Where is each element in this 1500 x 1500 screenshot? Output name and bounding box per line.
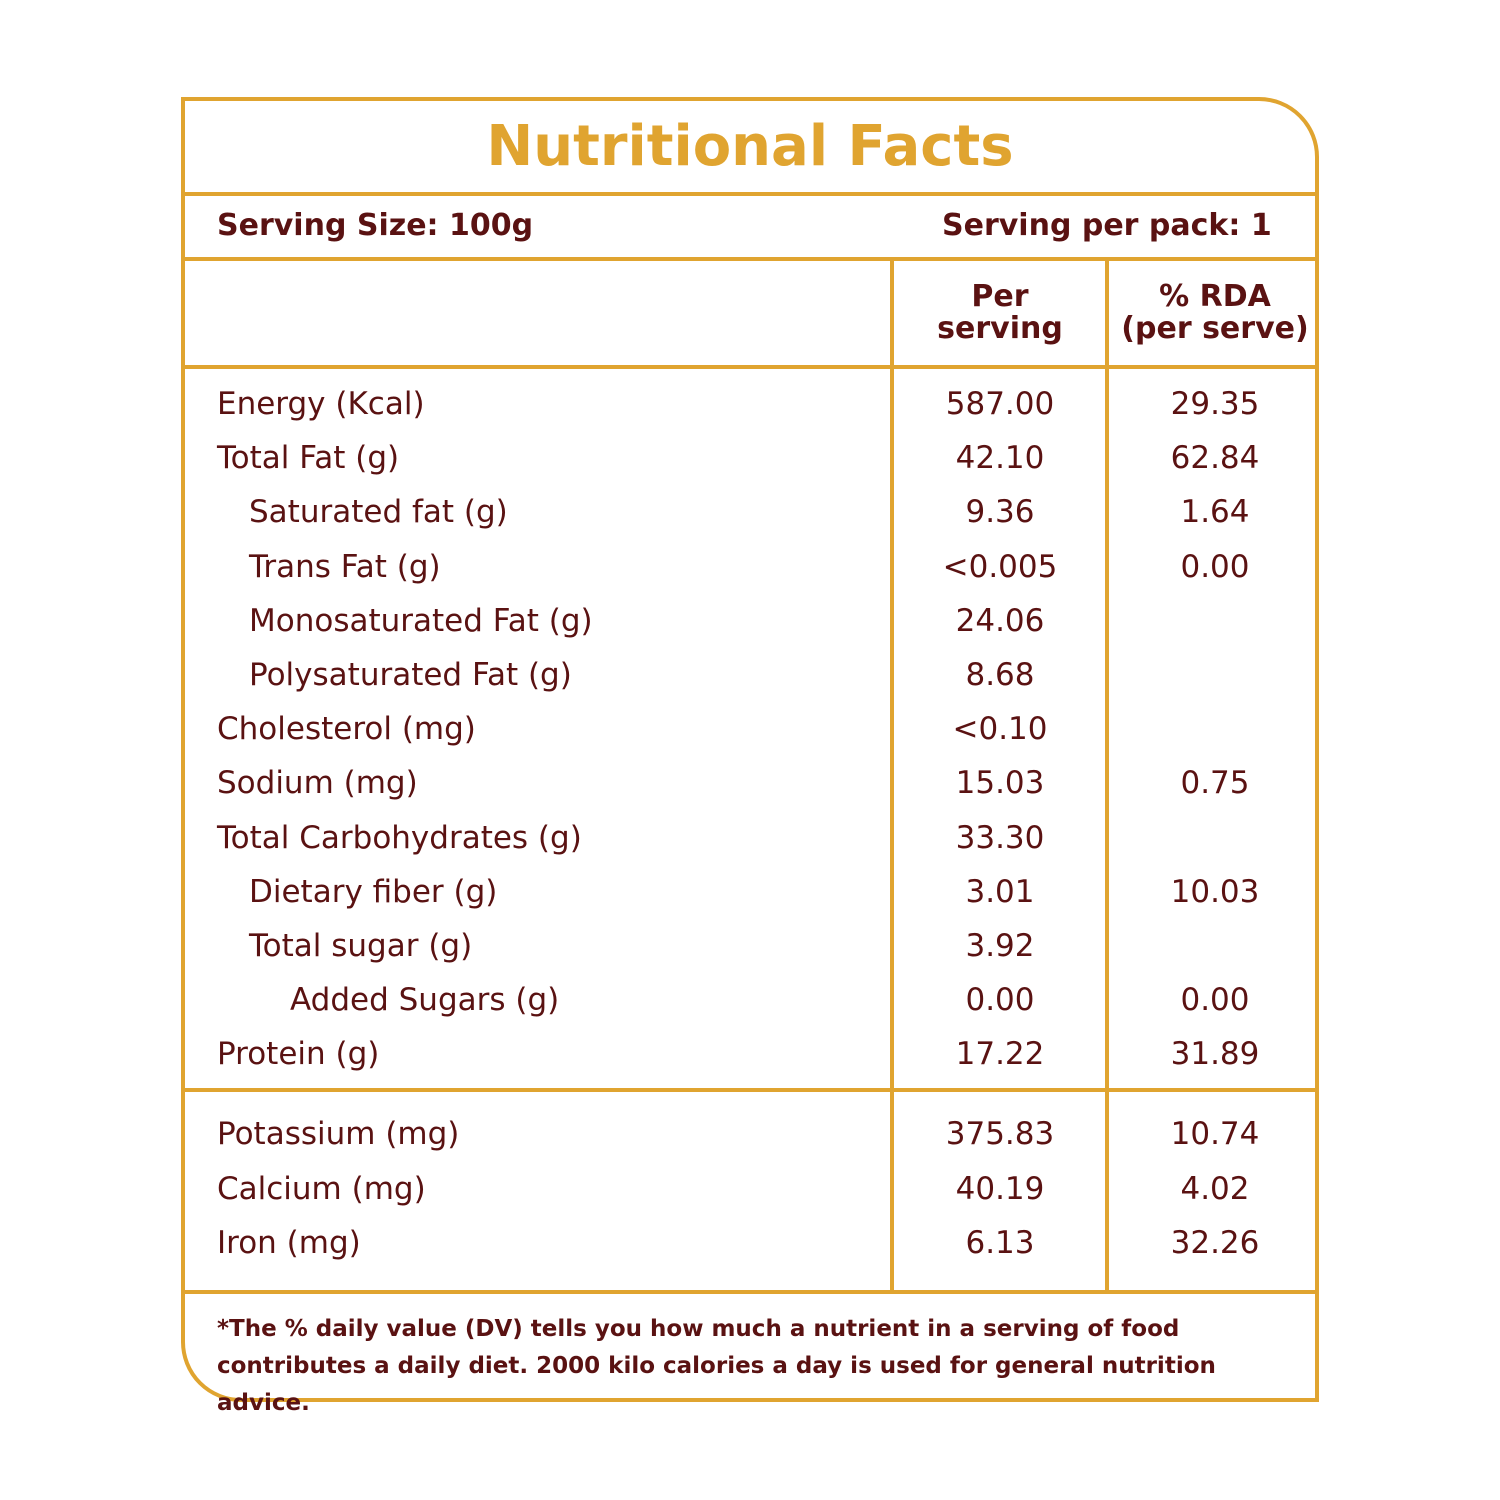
rda-value: 0.00 — [1180, 982, 1250, 1019]
nutrient-label: Energy (Kcal) — [217, 386, 425, 422]
nutrient-label: Potassium (mg) — [217, 1116, 460, 1152]
nutrient-label: Protein (g) — [217, 1036, 380, 1073]
table-row: Dietary fiber (g) 3.01 10.03 — [185, 874, 1315, 928]
per-serving-value: 9.36 — [965, 494, 1035, 531]
rda-value: 32.26 — [1170, 1225, 1260, 1261]
per-serving-value: 17.22 — [955, 1036, 1045, 1073]
panel-title: Nutritional Facts — [486, 114, 1014, 179]
per-serving-value: 375.83 — [945, 1116, 1055, 1152]
rda-value: 10.74 — [1170, 1116, 1260, 1152]
header-divider — [185, 365, 1315, 369]
nutrient-label: Total sugar (g) — [249, 928, 473, 964]
table-row: Total sugar (g) 3.92 — [185, 928, 1315, 982]
per-serving-value: 3.01 — [965, 873, 1035, 910]
nutrient-label: Polysaturated Fat (g) — [249, 657, 572, 693]
rda-value: 62.84 — [1170, 440, 1260, 477]
per-serving-value: 42.10 — [955, 440, 1045, 477]
nutrient-label: Total Carbohydrates (g) — [217, 819, 582, 856]
table-row: Trans Fat (g) <0.005 0.00 — [185, 549, 1315, 603]
per-serving-value: 33.30 — [955, 819, 1045, 856]
column-divider-per — [890, 261, 894, 1294]
table-row: Polysaturated Fat (g) 8.68 — [185, 657, 1315, 711]
per-serving-value: 40.19 — [955, 1170, 1045, 1207]
table-row: Calcium (mg) 40.19 4.02 — [185, 1171, 1315, 1225]
table-row: Added Sugars (g) 0.00 0.00 — [185, 982, 1315, 1036]
nutrient-label: Calcium (mg) — [217, 1170, 426, 1207]
footnote: *The % daily value (DV) tells you how mu… — [217, 1316, 1216, 1416]
per-serving-value: 8.68 — [965, 657, 1035, 693]
rda-value: 31.89 — [1170, 1036, 1260, 1073]
table-row: Iron (mg) 6.13 32.26 — [185, 1225, 1315, 1279]
rda-line2: (per serve) — [1121, 311, 1309, 346]
per-serving-value: 6.13 — [965, 1225, 1035, 1261]
nutrition-facts-panel: Nutritional Facts Serving Size: 100g Ser… — [181, 97, 1321, 1416]
per-serving-line1: Per — [971, 279, 1029, 314]
rda-value: 4.02 — [1180, 1170, 1250, 1207]
per-serving-value: 24.06 — [955, 602, 1045, 639]
column-header-per-serving: Per serving — [894, 281, 1106, 345]
rda-value: 0.00 — [1180, 548, 1250, 585]
rda-line1: % RDA — [1159, 279, 1271, 314]
table-row: Total Carbohydrates (g) 33.30 — [185, 820, 1315, 874]
minerals-divider — [185, 1088, 1315, 1092]
per-serving-value: 587.00 — [945, 386, 1055, 422]
table-row: Cholesterol (mg) <0.10 — [185, 711, 1315, 765]
nutrient-label: Trans Fat (g) — [249, 548, 441, 585]
per-serving-value: <0.10 — [952, 711, 1048, 748]
footnote-divider — [185, 1290, 1315, 1294]
rda-value: 0.75 — [1180, 765, 1250, 802]
nutrient-label: Iron (mg) — [217, 1225, 361, 1261]
per-serving-value: 0.00 — [965, 982, 1035, 1019]
title-row: Nutritional Facts — [185, 101, 1315, 196]
rda-value: 29.35 — [1170, 386, 1260, 422]
table-row: Saturated fat (g) 9.36 1.64 — [185, 494, 1315, 548]
nutrient-label: Total Fat (g) — [217, 440, 400, 477]
table-row: Monosaturated Fat (g) 24.06 — [185, 603, 1315, 657]
serving-size: Serving Size: 100g — [217, 208, 534, 243]
per-serving-value: 15.03 — [955, 765, 1045, 802]
table-row: Sodium (mg) 15.03 0.75 — [185, 765, 1315, 819]
nutrient-label: Cholesterol (mg) — [217, 711, 476, 748]
nutrient-label: Sodium (mg) — [217, 765, 418, 802]
serving-per-pack: Serving per pack: 1 — [942, 208, 1272, 243]
nutrient-label: Dietary fiber (g) — [249, 873, 498, 910]
per-serving-value: 3.92 — [965, 928, 1035, 964]
serving-row: Serving Size: 100g Serving per pack: 1 — [185, 196, 1315, 261]
table-row: Total Fat (g) 42.10 62.84 — [185, 440, 1315, 494]
per-serving-line2: serving — [937, 311, 1063, 346]
table-row: Protein (g) 17.22 31.89 — [185, 1036, 1315, 1090]
table-row: Potassium (mg) 375.83 10.74 — [185, 1116, 1315, 1170]
table-row: Energy (Kcal) 587.00 29.35 — [185, 386, 1315, 440]
nutrient-label: Saturated fat (g) — [249, 494, 508, 531]
nutrient-label: Monosaturated Fat (g) — [249, 602, 593, 639]
column-divider-rda — [1105, 261, 1109, 1294]
per-serving-value: <0.005 — [942, 548, 1058, 585]
rda-value: 1.64 — [1180, 494, 1250, 531]
column-header-rda: % RDA (per serve) — [1109, 281, 1321, 345]
rda-value: 10.03 — [1170, 873, 1260, 910]
nutrient-label: Added Sugars (g) — [290, 982, 560, 1019]
